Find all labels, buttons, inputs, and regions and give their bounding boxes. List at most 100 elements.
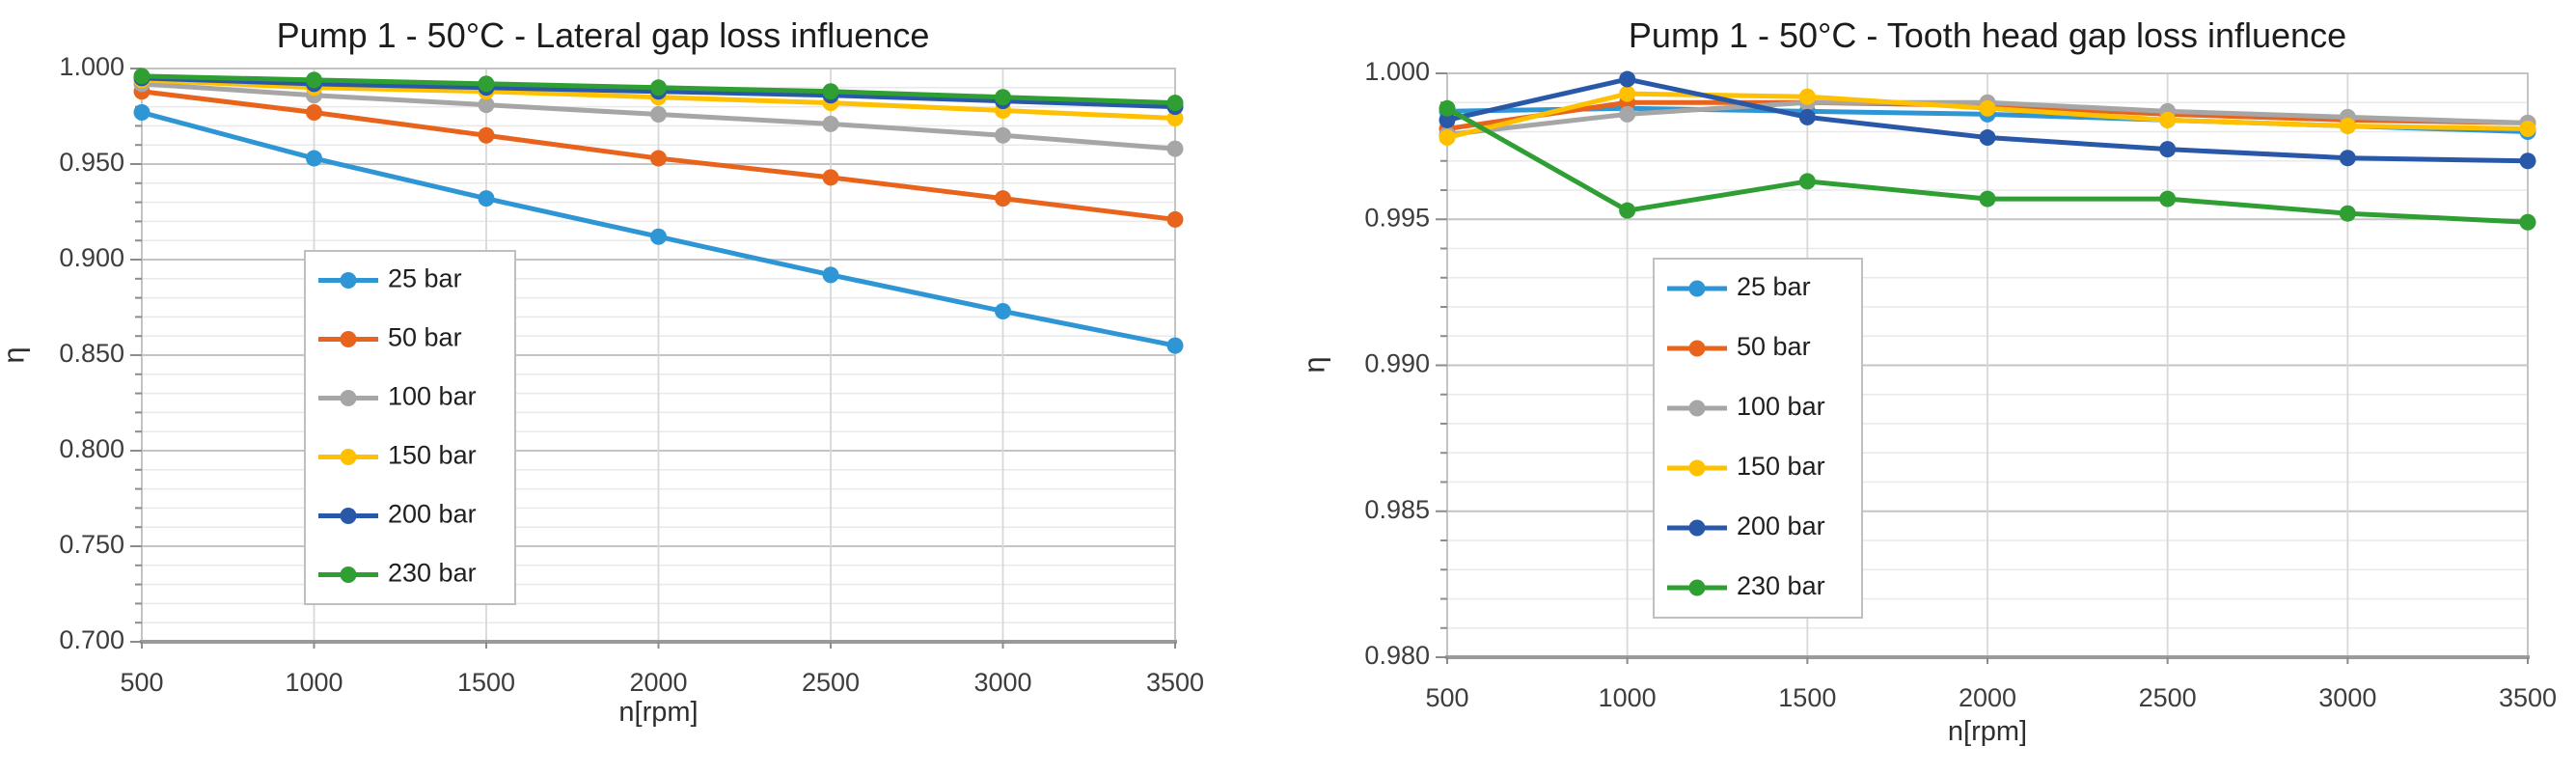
y-tick-label: 0.950 bbox=[59, 148, 124, 177]
y-axis-title: η bbox=[1297, 356, 1331, 373]
x-tick-label: 1000 bbox=[285, 668, 343, 697]
x-tick-label: 1500 bbox=[1778, 683, 1836, 712]
legend-label: 100 bar bbox=[388, 382, 477, 411]
lateral-gap-loss-plot: 1.000 0.950 0.900 0.850 0.800 0.750 0.700 500 10… bbox=[59, 52, 1204, 697]
legend-label: 25 bar bbox=[1737, 272, 1811, 301]
series-marker-150-bar bbox=[1798, 88, 1816, 105]
series-marker-150-bar bbox=[1439, 129, 1456, 147]
series-marker-50-bar bbox=[1166, 210, 1184, 228]
series-marker-50-bar bbox=[306, 104, 322, 122]
series-marker-50-bar bbox=[995, 190, 1011, 207]
series-marker-150-bar bbox=[2519, 120, 2536, 137]
legend-item-150-bar: 150 bar bbox=[1667, 452, 1825, 481]
series-marker-200-bar bbox=[2519, 152, 2536, 170]
legend-marker-200-bar bbox=[340, 508, 357, 524]
series-marker-25-bar bbox=[306, 150, 322, 167]
tooth-head-gap-loss-plot: 1.000 0.995 0.990 0.985 0.980 500 1000 1500 2000… bbox=[1364, 57, 2557, 712]
y-tick-label: 0.900 bbox=[59, 243, 124, 272]
legend-item-200-bar: 200 bar bbox=[318, 500, 477, 529]
x-tick-label: 1500 bbox=[457, 668, 515, 697]
legend-item-25-bar: 25 bar bbox=[318, 264, 462, 293]
series-marker-200-bar bbox=[1619, 70, 1636, 88]
series-marker-200-bar bbox=[1798, 108, 1816, 125]
legend-marker-230-bar bbox=[1688, 579, 1706, 596]
tooth-head-gap-loss-chart: Pump 1 - 50°C - Tooth head gap loss infl… bbox=[1293, 0, 2576, 774]
series-marker-200-bar bbox=[2339, 150, 2356, 167]
series-marker-230-bar bbox=[478, 75, 495, 93]
series-marker-230-bar bbox=[822, 83, 839, 100]
legend-label: 200 bar bbox=[1737, 511, 1825, 540]
y-axis-title: η bbox=[0, 346, 31, 364]
legend-item-100-bar: 100 bar bbox=[318, 382, 477, 411]
y-tick-label: 1.000 bbox=[59, 52, 124, 81]
legend-item-230-bar: 230 bar bbox=[1667, 571, 1825, 600]
legend-item-200-bar: 200 bar bbox=[1667, 511, 1825, 540]
legend-marker-200-bar bbox=[1688, 519, 1706, 537]
lateral-gap-loss-chart: Pump 1 - 50°C - Lateral gap loss influen… bbox=[0, 0, 1283, 774]
series-marker-200-bar bbox=[2159, 141, 2177, 158]
series-marker-50-bar bbox=[822, 169, 839, 186]
x-tick-label: 500 bbox=[1425, 683, 1468, 712]
legend-label: 200 bar bbox=[388, 500, 477, 529]
y-tick-label: 1.000 bbox=[1364, 57, 1430, 86]
y-tick-label: 0.980 bbox=[1364, 641, 1430, 670]
legend-marker-150-bar bbox=[1688, 459, 1706, 477]
y-tick-label: 0.700 bbox=[59, 625, 124, 654]
legend-label: 100 bar bbox=[1737, 392, 1825, 421]
series-marker-150-bar bbox=[1166, 109, 1184, 126]
legend-label: 230 bar bbox=[1737, 571, 1825, 600]
series-marker-100-bar bbox=[650, 106, 667, 124]
series-marker-230-bar bbox=[2159, 190, 2177, 207]
x-tick-label: 3000 bbox=[2318, 683, 2376, 712]
series-marker-150-bar bbox=[1619, 85, 1636, 102]
series-marker-230-bar bbox=[1166, 95, 1184, 112]
x-tick-label: 2500 bbox=[2139, 683, 2197, 712]
legend-item-50-bar: 50 bar bbox=[318, 323, 462, 352]
legend-marker-100-bar bbox=[340, 390, 357, 406]
y-tick-label: 0.990 bbox=[1364, 349, 1430, 378]
legend-label: 150 bar bbox=[1737, 452, 1825, 481]
series-marker-230-bar bbox=[306, 71, 322, 89]
legend-label: 230 bar bbox=[388, 559, 477, 588]
legend-item-150-bar: 150 bar bbox=[318, 441, 477, 470]
legend-box bbox=[304, 250, 516, 605]
series-marker-230-bar bbox=[1439, 99, 1456, 117]
series-marker-150-bar bbox=[2339, 117, 2356, 134]
x-tick-label: 2500 bbox=[802, 668, 860, 697]
series-marker-25-bar bbox=[995, 302, 1011, 319]
x-tick-label: 2000 bbox=[629, 668, 687, 697]
x-tick-label: 3500 bbox=[2499, 683, 2557, 712]
series-marker-50-bar bbox=[650, 150, 667, 167]
series-marker-230-bar bbox=[133, 68, 151, 85]
series-marker-200-bar bbox=[1979, 129, 1996, 147]
series-marker-200-bar bbox=[1439, 111, 1456, 128]
legend-item-50-bar: 50 bar bbox=[1667, 332, 1811, 361]
legend-label: 50 bar bbox=[1737, 332, 1811, 361]
series-marker-25-bar bbox=[133, 104, 151, 122]
legend-marker-50-bar bbox=[1688, 340, 1706, 357]
series-marker-100-bar bbox=[995, 126, 1011, 144]
series-marker-230-bar bbox=[650, 79, 667, 97]
series-marker-150-bar bbox=[1979, 99, 1996, 117]
series-marker-230-bar bbox=[1619, 202, 1636, 219]
series-marker-25-bar bbox=[822, 266, 839, 284]
series-marker-25-bar bbox=[1166, 337, 1184, 354]
series-marker-100-bar bbox=[1619, 105, 1636, 123]
series-marker-230-bar bbox=[995, 89, 1011, 106]
series-marker-50-bar bbox=[478, 126, 495, 144]
legend-item-25-bar: 25 bar bbox=[1667, 272, 1811, 301]
x-tick-label: 500 bbox=[120, 668, 163, 697]
y-tick-label: 0.995 bbox=[1364, 203, 1430, 232]
y-tick-label: 0.985 bbox=[1364, 495, 1430, 524]
y-tick-label: 0.750 bbox=[59, 530, 124, 559]
x-axis-title: n[rpm] bbox=[618, 697, 699, 728]
series-marker-25-bar bbox=[478, 190, 495, 207]
legend-marker-25-bar bbox=[1688, 280, 1706, 297]
legend-marker-150-bar bbox=[340, 449, 357, 465]
legend-label: 25 bar bbox=[388, 264, 462, 293]
series-marker-25-bar bbox=[650, 228, 667, 245]
legend-label: 50 bar bbox=[388, 323, 462, 352]
x-axis-title: n[rpm] bbox=[1947, 716, 2028, 747]
series-marker-230-bar bbox=[2339, 205, 2356, 222]
